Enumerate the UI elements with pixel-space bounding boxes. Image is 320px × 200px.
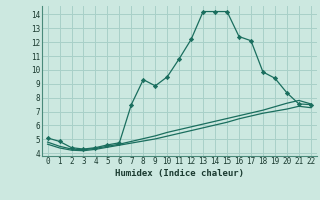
X-axis label: Humidex (Indice chaleur): Humidex (Indice chaleur) — [115, 169, 244, 178]
